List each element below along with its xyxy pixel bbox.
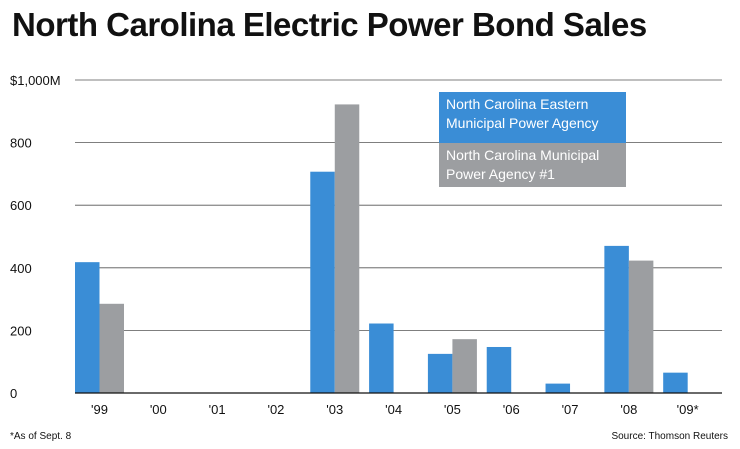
legend-label: North Carolina Municipal (446, 147, 599, 163)
bar (628, 260, 654, 393)
bar (486, 346, 512, 393)
bar (663, 372, 688, 393)
bar (99, 303, 124, 393)
x-tick-label: '00 (150, 402, 167, 417)
x-tick-label: '06 (503, 402, 520, 417)
legend-label: Municipal Power Agency (446, 115, 599, 131)
bar (427, 353, 453, 393)
legend-swatch (439, 143, 626, 187)
chart-title: North Carolina Electric Power Bond Sales (12, 6, 647, 43)
y-tick-label: 200 (10, 323, 32, 338)
footnote: *As of Sept. 8 (10, 431, 72, 442)
x-axis-ticks: '99 '00 '01 '02 '03 '04 '05 '06 '07 '08 '09* (91, 402, 699, 417)
bar (604, 245, 629, 393)
bar (545, 383, 571, 393)
y-axis-ticks: 0 200 400 600 800 $1,000M (10, 73, 61, 401)
x-tick-label: '03 (326, 402, 343, 417)
legend-label: Power Agency #1 (446, 166, 555, 182)
bar (310, 171, 335, 393)
y-tick-label: $1,000M (10, 73, 61, 88)
y-tick-label: 600 (10, 198, 32, 213)
bar (75, 262, 100, 393)
x-tick-label: '05 (444, 402, 461, 417)
y-tick-label: 400 (10, 261, 32, 276)
y-tick-label: 0 (10, 386, 17, 401)
bar (334, 104, 360, 393)
x-tick-label: '04 (385, 402, 402, 417)
x-tick-label: '01 (209, 402, 226, 417)
legend-swatch (439, 92, 626, 143)
bars (75, 104, 688, 393)
bar (452, 339, 477, 393)
x-tick-label: '02 (267, 402, 284, 417)
source-credit: Source: Thomson Reuters (611, 431, 728, 442)
legend-label: North Carolina Eastern (446, 96, 588, 112)
x-tick-label: '99 (91, 402, 108, 417)
x-tick-label: '08 (620, 402, 637, 417)
x-tick-label: '09* (677, 402, 699, 417)
y-tick-label: 800 (10, 136, 32, 151)
x-tick-label: '07 (562, 402, 579, 417)
legend: North Carolina Eastern Municipal Power Ag… (439, 92, 626, 187)
bar (369, 323, 394, 393)
